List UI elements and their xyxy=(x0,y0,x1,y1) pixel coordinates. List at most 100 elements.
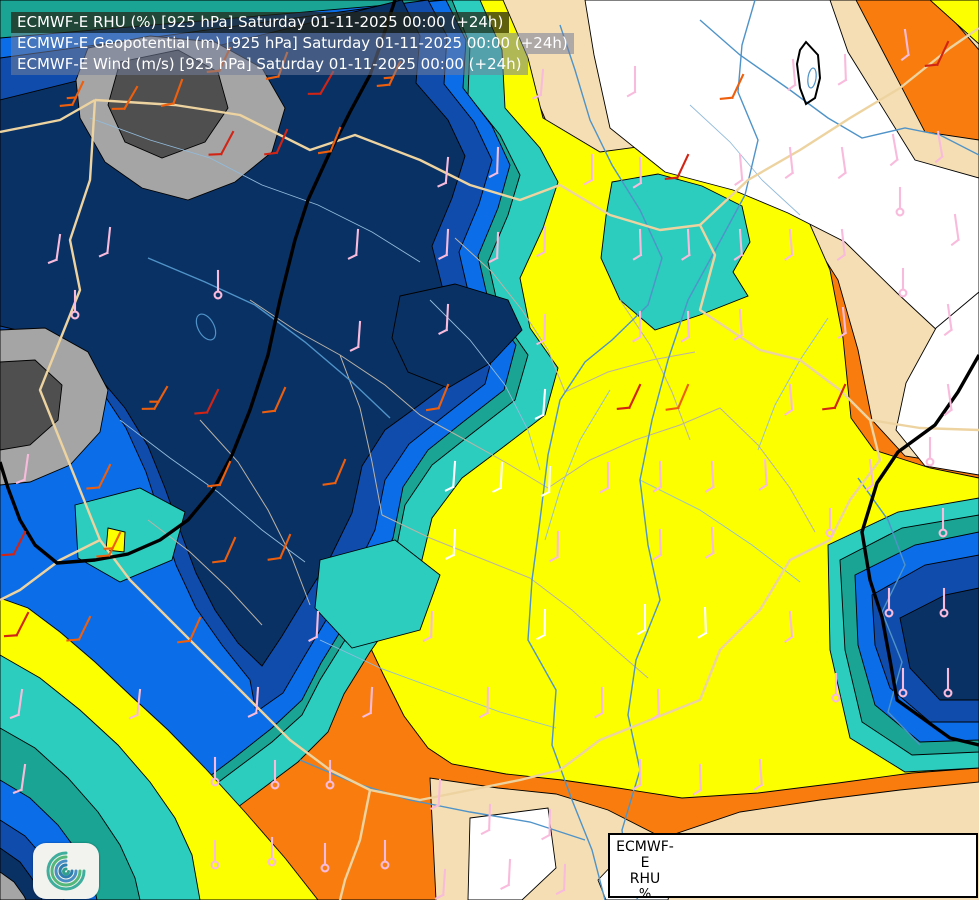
geopotential-840-west xyxy=(0,0,397,565)
geopotential-lines xyxy=(0,0,979,747)
rh-sw-gray-corner xyxy=(0,871,27,900)
wind-barb xyxy=(15,453,30,485)
wind-barb xyxy=(664,153,690,181)
title-line-geopotential: ECMWF-E Geopotential (m) [925 hPa] Satur… xyxy=(11,33,574,54)
wind-barb xyxy=(480,803,492,836)
wind-barb xyxy=(938,507,948,538)
wind-barb xyxy=(650,688,661,721)
wind-barb xyxy=(934,130,944,164)
county-6 xyxy=(529,577,649,679)
wind-barb xyxy=(308,610,320,643)
wind-barb xyxy=(479,686,490,719)
country-border-nw xyxy=(0,98,96,134)
river-tisza xyxy=(621,0,759,900)
wind-barb xyxy=(267,836,277,867)
legend-title: ECMWF-E RHU % xyxy=(614,839,676,900)
wind-barb xyxy=(733,228,744,261)
wind-barb xyxy=(652,460,663,493)
wind-barb xyxy=(583,153,594,186)
wind-barb xyxy=(950,213,960,247)
geopotential-closed-ne xyxy=(795,40,822,106)
wind-barb xyxy=(616,383,642,411)
county-12 xyxy=(564,351,696,393)
trib-1 xyxy=(89,117,421,263)
wind-barb xyxy=(837,53,848,86)
trib-4 xyxy=(119,419,306,563)
wind-barb xyxy=(784,610,794,643)
wind-barb xyxy=(943,667,953,698)
wind-barb xyxy=(680,310,691,343)
wind-barb xyxy=(652,528,663,561)
wind-barb xyxy=(719,73,745,101)
county-11 xyxy=(147,519,263,626)
wind-barb xyxy=(160,78,184,107)
wind-barb xyxy=(210,756,220,787)
wind-barb xyxy=(541,808,552,841)
wind-barb xyxy=(3,611,30,638)
wind-barb xyxy=(632,310,642,343)
country-border-sw xyxy=(0,538,101,602)
wind-barb xyxy=(430,778,442,811)
trib-6 xyxy=(319,639,557,729)
wind-barb xyxy=(734,153,744,186)
wind-barb xyxy=(488,146,500,179)
wind-barb xyxy=(425,383,450,412)
wind-barb xyxy=(889,133,899,167)
wind-barb xyxy=(111,85,139,111)
wind-barb xyxy=(422,610,434,643)
wind-barb xyxy=(758,458,769,491)
wind-barb xyxy=(96,531,122,558)
county-2 xyxy=(419,414,549,489)
wind-barb xyxy=(488,231,500,264)
wind-barb xyxy=(362,686,374,719)
wind-barb xyxy=(884,587,894,618)
wind-barb xyxy=(784,383,794,416)
wind-barb xyxy=(705,526,715,559)
wind-barb xyxy=(837,306,848,340)
wind-barb xyxy=(632,228,643,261)
wind-barb xyxy=(534,388,547,420)
wind-barb xyxy=(943,383,953,417)
trib-2 xyxy=(429,299,541,471)
wind-barb xyxy=(194,388,220,415)
wind-barb xyxy=(632,156,643,189)
wind-barb xyxy=(549,530,560,563)
wind-barb xyxy=(444,460,457,492)
wind-barb xyxy=(536,608,547,641)
wind-barb xyxy=(307,70,335,96)
wind-barb xyxy=(349,320,362,352)
wind-barb xyxy=(59,80,85,108)
wind-barb xyxy=(632,758,642,791)
legend-title-model: ECMWF-E xyxy=(616,839,674,871)
wind-barb xyxy=(925,436,935,467)
wind-barb xyxy=(705,460,715,493)
wind-barb xyxy=(924,40,950,68)
wind-barb xyxy=(322,458,347,486)
river-danube xyxy=(527,24,663,900)
wind-barb xyxy=(836,228,847,262)
county-10 xyxy=(454,237,566,393)
rh-cyan-patch-2 xyxy=(314,539,441,649)
trib-8 xyxy=(757,317,829,451)
lake-small-ne xyxy=(807,67,817,89)
title-line-wind: ECMWF-E Wind (m/s) [925 hPa] Saturday 01… xyxy=(11,54,528,75)
trib-5 xyxy=(639,479,801,583)
wind-barb xyxy=(626,65,637,98)
rh-ge95-w xyxy=(0,359,63,451)
wind-barb xyxy=(317,126,342,155)
wind-barb xyxy=(437,156,450,188)
wind-barb xyxy=(66,615,92,642)
wind-barb xyxy=(177,616,202,644)
wind-barb xyxy=(98,226,112,258)
wind-barb xyxy=(594,686,604,719)
wind-barb xyxy=(208,130,235,156)
title-line-rhu: ECMWF-E RHU (%) [925 hPa] Saturday 01-11… xyxy=(11,12,510,33)
wind-barb xyxy=(898,667,908,698)
wind-barb xyxy=(681,228,691,261)
legend-tick-labels xyxy=(670,867,979,883)
wind-barb xyxy=(532,68,545,100)
title-block: ECMWF-E RHU (%) [925 hPa] Saturday 01-11… xyxy=(11,12,574,75)
wind-barbs xyxy=(0,28,960,900)
